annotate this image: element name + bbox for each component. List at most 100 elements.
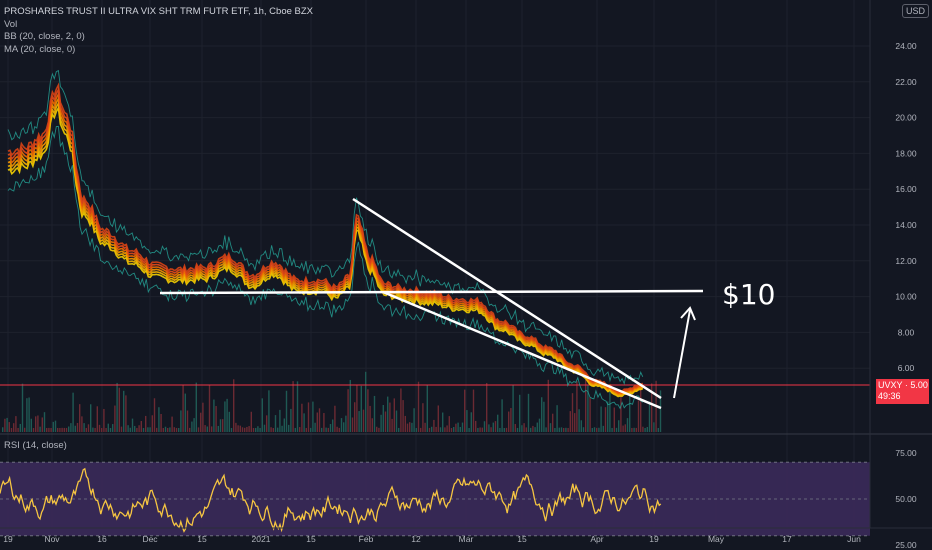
volume-bar (120, 426, 123, 432)
volume-bar (380, 414, 382, 432)
volume-bar (470, 412, 472, 432)
volume-bar (479, 427, 481, 432)
volume-bar (442, 412, 444, 432)
volume-bar (305, 427, 307, 432)
volume-bar (63, 427, 65, 432)
time-axis-label: Mar (459, 534, 474, 544)
time-axis[interactable]: 19 Nov 16 Dec 15 2021 15 Feb 12 Mar 15 Apr 19 May 17 Ju… (3, 534, 861, 544)
volume-bar (591, 427, 593, 432)
volume-bar (415, 427, 417, 432)
volume-bar (197, 427, 200, 432)
volume-bar (107, 423, 109, 432)
price-axis-label: 12.00 (895, 256, 917, 266)
volume-bar (530, 427, 532, 432)
volume-bar (618, 420, 620, 432)
trendline-drawings[interactable] (159, 197, 704, 410)
volume-bar (453, 426, 455, 432)
volume-bar (459, 426, 461, 432)
volume-bar (417, 381, 420, 432)
volume-bar (219, 419, 222, 432)
volume-bar (255, 427, 257, 432)
indicator-volume[interactable]: Vol (4, 18, 18, 30)
volume-bar (87, 424, 90, 432)
volume-bar (151, 415, 153, 432)
volume-bar (398, 427, 400, 432)
volume-bar (362, 409, 365, 432)
volume-bar (565, 427, 567, 432)
volume-bar (15, 416, 17, 432)
last-price-tag: UVXY · 5.00 49:36 (876, 379, 929, 404)
volume-bar (147, 427, 149, 432)
indicator-ma[interactable]: MA (20, close, 0) (4, 43, 76, 55)
volume-bar (400, 388, 402, 432)
volume-bar (195, 382, 197, 432)
volume-bar (332, 419, 334, 432)
volume-bar (237, 425, 239, 432)
volume-bar (604, 407, 607, 432)
volume-bar (19, 423, 21, 432)
volume-bar (563, 427, 565, 432)
volume-bar (226, 398, 228, 432)
breakout-arrow-shaft (673, 309, 691, 399)
volume-bar (602, 425, 604, 432)
volume-bar (633, 427, 635, 432)
symbol-title[interactable]: PROSHARES TRUST II ULTRA VIX SHT TRM FUT… (4, 6, 313, 17)
volume-bar (261, 398, 263, 432)
volume-bar (169, 427, 171, 432)
volume-bar (336, 426, 338, 432)
volume-bar (208, 385, 211, 432)
volume-bar (651, 383, 653, 432)
rsi-axis-label: 50.00 (895, 494, 917, 504)
volume-bar (615, 427, 618, 432)
time-axis-label: 15 (197, 534, 207, 544)
volume-bar (613, 407, 615, 432)
volume-bar (488, 424, 490, 432)
volume-bar (26, 398, 28, 432)
volume-bar (59, 427, 61, 432)
volume-bar (263, 424, 266, 432)
volume-bar (389, 402, 391, 432)
volume-bar (648, 401, 651, 432)
volume-bar (644, 427, 646, 432)
volume-bar (349, 379, 351, 432)
volume-bar (83, 423, 85, 432)
indicator-bollinger[interactable]: BB (20, close, 2, 0) (4, 31, 85, 42)
price-axis[interactable]: 24.00 22.00 20.00 18.00 16.00 14.00 12.00 10.00… (895, 41, 917, 373)
volume-bar (657, 427, 659, 432)
volume-bar (70, 423, 72, 432)
volume-bar (193, 418, 195, 432)
volume-bar (514, 424, 516, 432)
volume-bar (409, 422, 411, 432)
volume-bar (642, 426, 644, 432)
volume-bar (224, 401, 226, 432)
volume-bar (538, 418, 541, 432)
volume-bar (589, 397, 591, 432)
volume-bar (580, 420, 582, 432)
volume-bar (600, 406, 602, 432)
indicator-rsi[interactable]: RSI (14, close) (4, 440, 67, 451)
volume-bar (162, 427, 164, 432)
volume-bar (444, 427, 446, 432)
volume-bar (118, 387, 120, 432)
volume-bar (404, 415, 406, 432)
volume-bar (109, 427, 112, 432)
volume-bar (246, 426, 248, 432)
volume-bar (598, 427, 600, 432)
volume-bar (250, 411, 252, 432)
volume-bar (527, 393, 530, 432)
volume-bar (79, 404, 81, 432)
volume-bar (281, 425, 283, 432)
volume-bar (431, 426, 433, 432)
volume-bar (521, 425, 523, 432)
volume-bar (92, 427, 94, 432)
volume-bar (490, 427, 492, 432)
volume-bar (312, 401, 314, 432)
volume-bar (230, 427, 233, 432)
volume-bar (301, 403, 303, 432)
volume-bar (274, 415, 277, 432)
volume-bar (142, 428, 145, 432)
currency-button[interactable]: USD (901, 4, 929, 18)
volume-bar (48, 427, 50, 432)
rsi-axis[interactable]: 75.00 50.00 25.00 (895, 448, 917, 550)
